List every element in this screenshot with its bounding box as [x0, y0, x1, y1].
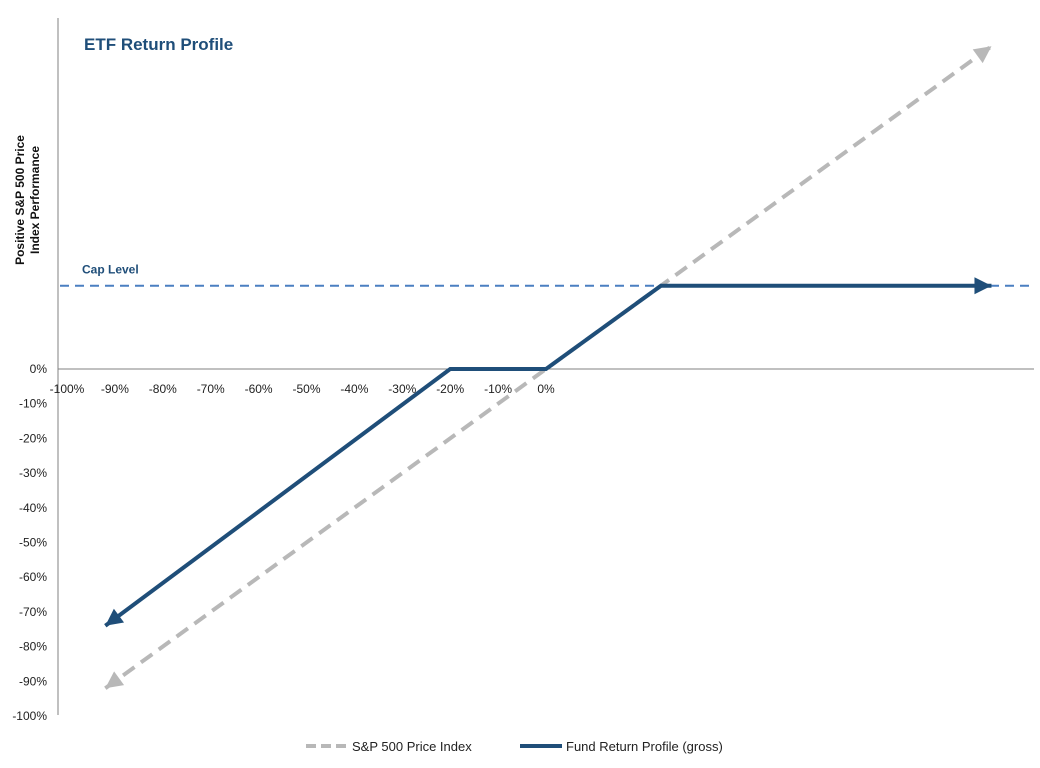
- y-tick-label: -100%: [12, 709, 47, 723]
- series-fund-return-profile: [104, 277, 992, 628]
- y-tick-label: -50%: [19, 536, 47, 550]
- series-group: [104, 44, 993, 690]
- x-tick-label: -20%: [436, 382, 464, 396]
- legend: S&P 500 Price Index Fund Return Profile (…: [306, 739, 723, 754]
- x-tick-label: -30%: [388, 382, 416, 396]
- x-tick-label: -60%: [245, 382, 273, 396]
- series-start-arrow: [105, 608, 125, 626]
- x-tick-label: -10%: [484, 382, 512, 396]
- y-tick-label: -30%: [19, 466, 47, 480]
- cap-level: Cap Level: [60, 263, 1034, 287]
- y-tick-label: -80%: [19, 640, 47, 654]
- y-tick-label: -60%: [19, 570, 47, 584]
- axes: [57, 18, 1034, 715]
- x-tick-label: -90%: [101, 382, 129, 396]
- cap-level-label: Cap Level: [82, 263, 139, 277]
- x-tick-labels: -100% -90% -80% -70% -60% -50% -40% -30% -20% -10…: [50, 382, 555, 396]
- y-tick-label: -90%: [19, 674, 47, 688]
- y-tick-label: -70%: [19, 605, 47, 619]
- series-end-arrow: [972, 46, 992, 64]
- series-sp500-price-index: [104, 44, 993, 690]
- y-tick-label: -20%: [19, 431, 47, 445]
- x-tick-label: -70%: [197, 382, 225, 396]
- y-tick-labels: 0% -10% -20% -30% -40% -50% -60% -70% -80% -90% -1…: [12, 362, 47, 723]
- y-axis-label-line-2: Index Performance: [28, 146, 42, 254]
- x-tick-label: -50%: [292, 382, 320, 396]
- y-tick-label: 0%: [30, 362, 48, 376]
- x-tick-label: -100%: [50, 382, 85, 396]
- series-start-arrow: [105, 671, 125, 689]
- y-tick-label: -10%: [19, 397, 47, 411]
- series-line: [104, 44, 993, 690]
- x-tick-label: 0%: [537, 382, 555, 396]
- series-line: [104, 283, 992, 628]
- chart-title: ETF Return Profile: [84, 35, 233, 54]
- x-tick-label: -80%: [149, 382, 177, 396]
- y-axis-label-line-1: Positive S&P 500 Price: [13, 135, 27, 265]
- x-tick-label: -40%: [340, 382, 368, 396]
- y-tick-label: -40%: [19, 501, 47, 515]
- series-end-arrow: [974, 277, 992, 295]
- legend-label: Fund Return Profile (gross): [566, 739, 723, 754]
- legend-label: S&P 500 Price Index: [352, 739, 472, 754]
